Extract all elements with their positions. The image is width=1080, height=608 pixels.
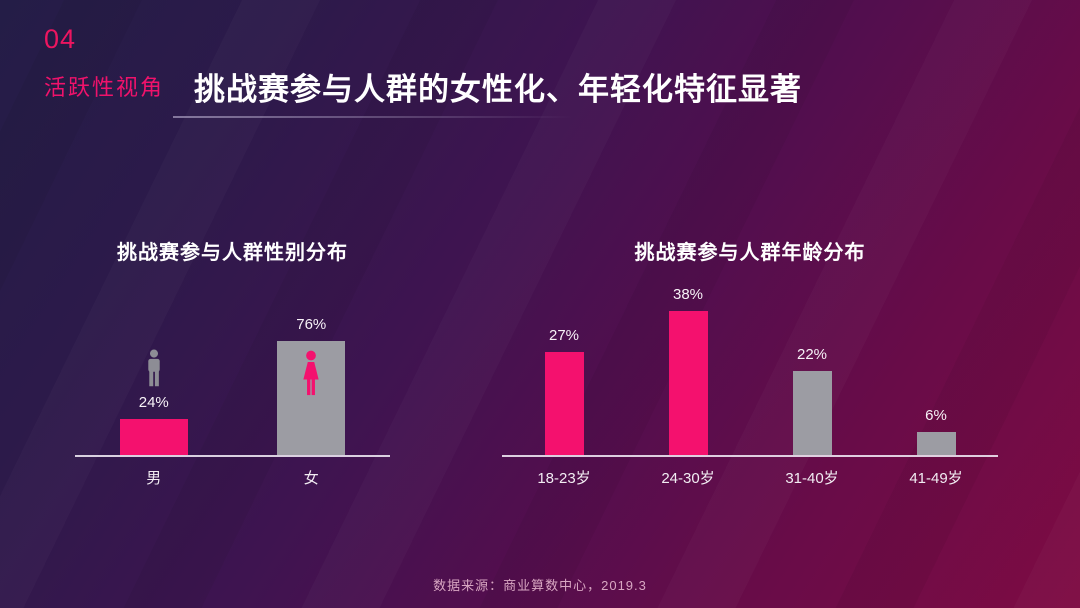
category-label: 31-40岁 [785, 470, 839, 487]
category-label: 41-49岁 [909, 470, 963, 487]
bar-group: 27% 18-23岁 [537, 327, 590, 487]
title-underline [173, 116, 573, 118]
category-label: 男 [146, 470, 162, 487]
gender-chart-title: 挑战赛参与人群性别分布 [117, 242, 348, 264]
page-title: 挑战赛参与人群的女性化、年轻化特征显著 [194, 72, 802, 107]
category-label: 18-23岁 [537, 470, 591, 487]
age-chart-title: 挑战赛参与人群年龄分布 [634, 242, 866, 264]
bar-value-label: 27% [548, 327, 580, 344]
bar-group: 6% 41-49岁 [909, 407, 962, 487]
bar-24-30岁 [668, 311, 708, 455]
male-icon [144, 349, 164, 387]
bar-女 [277, 341, 346, 455]
bar-group: 38% 24-30岁 [661, 286, 714, 487]
bar-41-49岁 [916, 432, 956, 455]
bar-value-label: 6% [925, 407, 947, 424]
age-chart: 27% 18-23岁 38% 24-30岁 22% 31-40岁 6% 41-49岁 [502, 286, 998, 487]
section-label: 活跃性视角 [44, 75, 165, 100]
bar-18-23岁 [544, 352, 584, 455]
section-number: 04 [44, 24, 77, 54]
bar-31-40岁 [792, 371, 832, 455]
bar-value-label: 22% [796, 346, 828, 363]
category-label: 女 [303, 470, 319, 487]
bar-value-label: 38% [672, 286, 704, 303]
bar-男 [119, 419, 188, 455]
gender-chart: 24% 男 76% 女 [75, 287, 390, 487]
bar-group: 76% 女 [277, 316, 346, 487]
bar-value-label: 76% [296, 316, 327, 333]
category-label: 24-30岁 [661, 470, 715, 487]
bar-group: 24% 男 [119, 349, 188, 487]
data-source: 数据来源：商业算数中心，2019.3 [433, 578, 647, 593]
bar-group: 22% 31-40岁 [785, 346, 838, 487]
bar-value-label: 24% [138, 394, 169, 411]
female-icon [298, 350, 324, 396]
